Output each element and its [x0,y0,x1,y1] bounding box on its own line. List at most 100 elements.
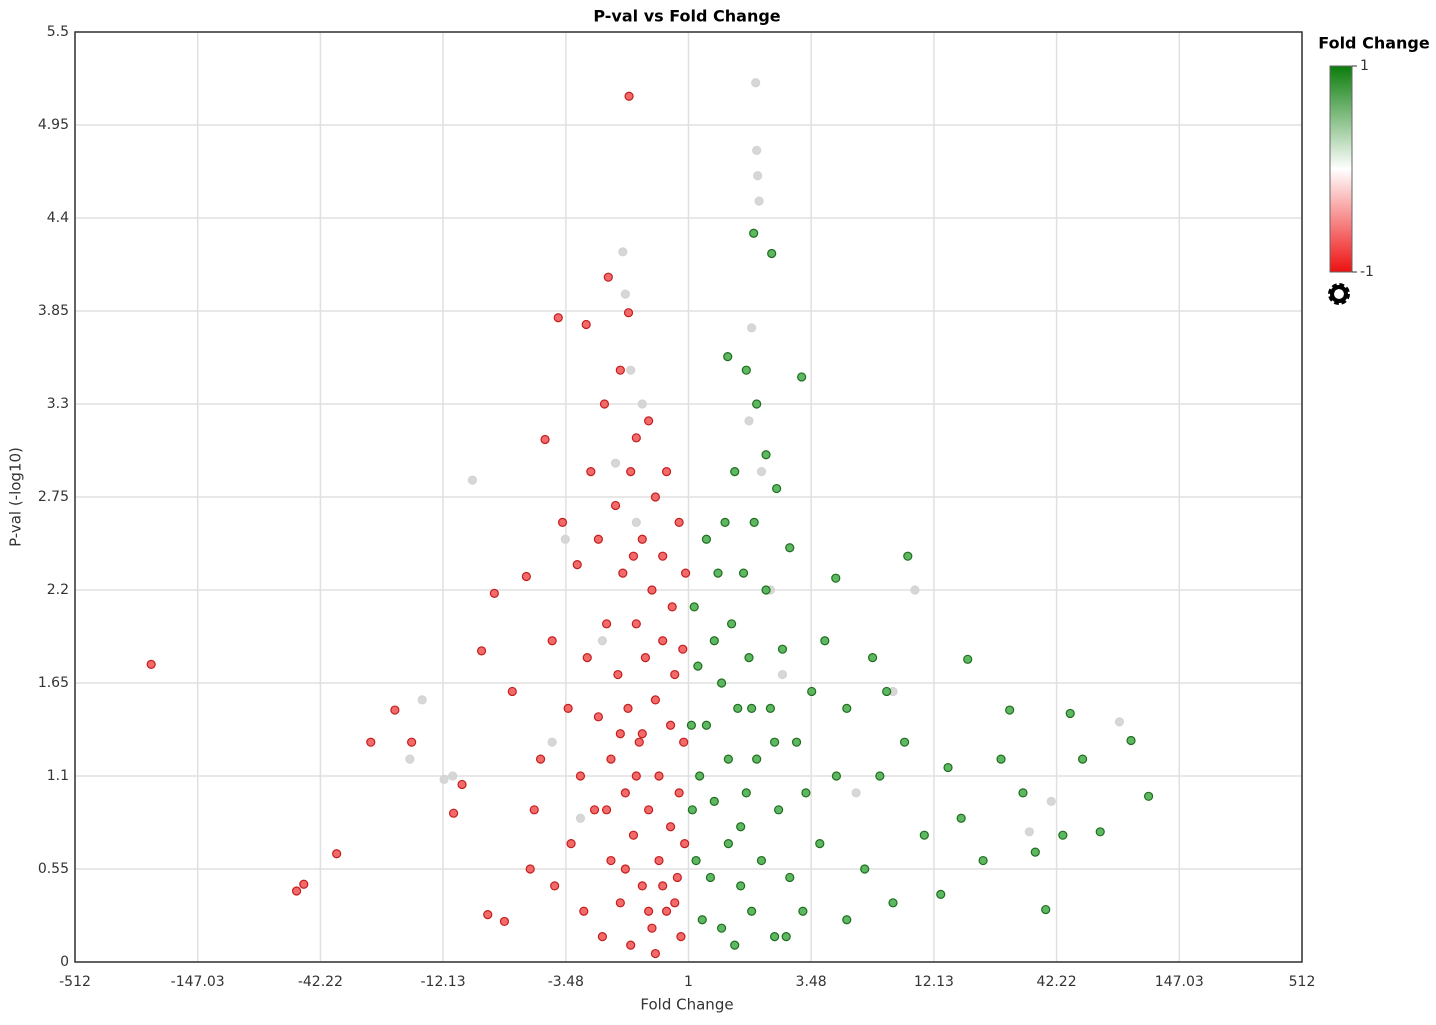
data-point [448,808,459,818]
data-point [781,932,791,942]
x-tick-label: -42.22 [298,974,343,990]
x-tick-label: -147.03 [171,974,225,990]
data-point [640,653,651,663]
data-point [654,855,664,866]
data-point [749,517,759,527]
data-point [777,644,788,654]
data-point [747,906,757,916]
data-point [658,636,668,646]
data-point [631,433,641,443]
data-point [637,399,647,409]
data-point [540,434,550,445]
data-point [765,703,776,713]
colorbar [1329,65,1353,273]
settings-icon[interactable] [1328,283,1350,305]
data-point [631,517,641,527]
data-point [626,467,636,477]
data-point [1030,847,1040,857]
y-tick-label: 2.75 [38,489,69,505]
x-tick-label: 3.48 [796,974,827,990]
data-point [767,248,777,259]
data-point [701,720,712,730]
data-point [521,571,531,582]
data-point [667,602,677,612]
data-point [563,703,573,713]
data-point [756,855,767,866]
data-point [658,881,668,891]
data-point [535,754,546,764]
data-point [791,737,802,747]
data-point [936,889,946,899]
y-tick-label: 0.55 [38,861,69,877]
y-tick-label: 5.5 [47,24,69,40]
data-point [579,906,589,916]
colorbar-label: -1 [1360,264,1374,280]
data-point [665,720,676,730]
data-point [439,774,449,784]
data-point [761,450,771,460]
data-point [626,365,636,375]
x-tick-label: 512 [1289,974,1316,990]
x-tick-label: 147.03 [1155,974,1204,990]
data-point [709,796,719,806]
y-axis-label: P-val (-log10) [7,447,25,547]
data-point [489,588,499,598]
data-point [807,686,817,697]
data-point [963,654,973,664]
data-point [744,653,754,663]
data-point [525,864,535,874]
data-point [1058,830,1068,840]
data-point [631,619,641,629]
data-point [820,636,830,646]
data-point [553,313,563,323]
data-point [597,932,608,942]
data-point [1095,827,1105,837]
data-point [1018,788,1028,798]
data-point [842,703,852,713]
data-point [623,308,634,318]
data-point [623,703,633,713]
data-point [332,849,342,859]
data-point [586,467,596,477]
data-point [483,910,493,920]
data-point [637,881,647,891]
y-tick-label: 4.95 [38,117,69,133]
data-point [785,543,795,553]
data-point [603,272,613,282]
data-point [899,737,910,747]
data-point [1046,796,1056,806]
data-point [801,788,811,798]
data-point [772,483,782,494]
data-point [499,916,510,927]
data-point [1114,717,1125,727]
data-point [661,467,672,477]
x-tick-label: 12.13 [914,974,954,990]
x-axis-label: Fold Change [640,996,733,1014]
y-tick-label: 4.4 [47,210,69,226]
data-point [733,703,743,713]
data-point [785,872,795,883]
data-point [831,771,842,781]
data-point [752,754,762,764]
data-point [601,619,612,629]
data-point [507,686,517,697]
data-point [575,813,586,823]
data-point [529,805,539,815]
data-point [996,754,1006,764]
data-point [693,661,703,671]
data-point [747,703,757,713]
data-point [560,534,570,544]
data-point [761,585,771,595]
data-point [678,644,688,654]
data-point [741,365,751,375]
data-point [689,602,699,612]
data-point [628,551,639,561]
data-point [716,923,727,933]
data-point [842,915,852,925]
data-point [741,788,751,798]
data-point [695,771,705,781]
data-point [575,771,586,781]
data-point [674,517,684,527]
data-point [547,636,557,646]
data-point [797,372,807,382]
